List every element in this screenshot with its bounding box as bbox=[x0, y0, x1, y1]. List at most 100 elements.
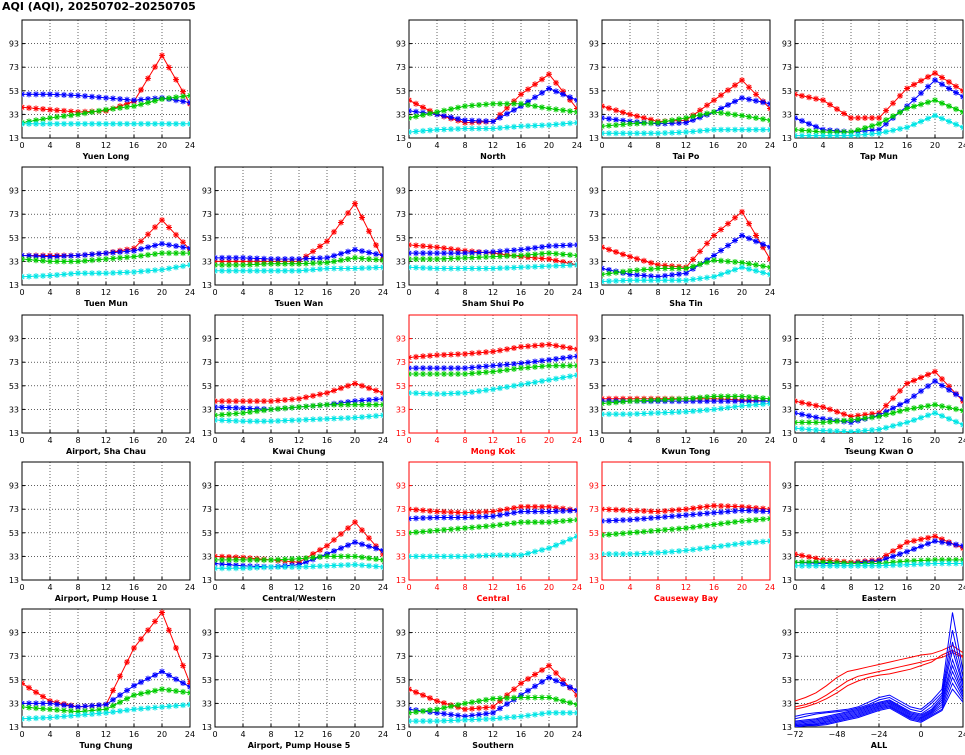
x-tick-label: 16 bbox=[902, 141, 912, 150]
data-point-green bbox=[289, 404, 295, 411]
data-point-blue bbox=[648, 515, 654, 522]
data-point-red bbox=[560, 677, 566, 684]
x-tick-label: 20 bbox=[544, 141, 554, 150]
x-tick-label: 4 bbox=[434, 583, 439, 592]
data-point-cyan bbox=[841, 428, 847, 433]
data-point-blue bbox=[746, 398, 752, 405]
series-line-blue-6 bbox=[795, 648, 963, 723]
data-point-cyan bbox=[890, 422, 896, 429]
data-point-green bbox=[939, 556, 945, 563]
y-tick-label: 33 bbox=[9, 699, 19, 708]
data-point-red bbox=[869, 114, 875, 121]
data-point-green bbox=[690, 263, 696, 270]
data-point-red bbox=[409, 241, 412, 248]
data-point-cyan bbox=[434, 265, 440, 272]
data-point-green bbox=[462, 700, 468, 707]
x-tick-label: 4 bbox=[47, 288, 52, 297]
x-tick-label: 4 bbox=[434, 141, 439, 150]
data-point-blue bbox=[324, 254, 330, 261]
data-point-red bbox=[890, 548, 896, 555]
data-point-red bbox=[753, 232, 759, 239]
data-point-blue bbox=[490, 709, 496, 716]
data-point-green bbox=[366, 256, 372, 263]
data-point-cyan bbox=[739, 540, 745, 547]
data-point-cyan bbox=[932, 560, 938, 567]
data-point-green bbox=[634, 120, 640, 127]
data-point-cyan bbox=[352, 265, 358, 272]
data-point-blue bbox=[173, 676, 179, 683]
y-tick-label: 53 bbox=[202, 382, 212, 391]
data-point-green bbox=[806, 559, 812, 566]
data-point-red bbox=[413, 353, 419, 360]
data-point-blue bbox=[476, 249, 482, 256]
data-point-blue bbox=[233, 404, 239, 411]
data-point-blue bbox=[504, 700, 510, 707]
data-point-red bbox=[490, 703, 496, 710]
data-point-blue bbox=[455, 365, 461, 372]
data-point-red bbox=[22, 680, 25, 687]
data-point-red bbox=[359, 382, 365, 389]
data-point-blue bbox=[233, 254, 239, 261]
data-point-green bbox=[504, 366, 510, 373]
data-point-green bbox=[574, 109, 577, 116]
x-tick-label: 0 bbox=[212, 436, 217, 445]
data-point-green bbox=[409, 709, 412, 716]
data-point-cyan bbox=[324, 415, 330, 422]
data-point-green bbox=[490, 695, 496, 702]
data-point-cyan bbox=[75, 120, 81, 127]
data-point-blue bbox=[753, 507, 759, 514]
data-point-green bbox=[532, 363, 538, 370]
data-point-blue bbox=[352, 246, 358, 253]
data-point-red bbox=[448, 246, 454, 253]
data-point-cyan bbox=[373, 264, 379, 271]
data-point-red bbox=[26, 104, 32, 111]
x-tick-label: 8 bbox=[462, 730, 467, 739]
data-point-green bbox=[883, 411, 889, 418]
x-tick-label: 8 bbox=[848, 583, 853, 592]
page-title: AQI (AQI), 20250702–20250705 bbox=[2, 0, 196, 13]
data-point-cyan bbox=[441, 126, 447, 133]
data-point-cyan bbox=[448, 265, 454, 272]
data-point-red bbox=[918, 77, 924, 84]
data-point-blue bbox=[739, 232, 745, 239]
data-point-blue bbox=[525, 359, 531, 366]
data-point-blue bbox=[767, 508, 770, 515]
data-point-green bbox=[613, 269, 619, 276]
data-point-green bbox=[525, 694, 531, 701]
data-point-blue bbox=[296, 256, 302, 263]
data-point-cyan bbox=[767, 400, 770, 407]
data-point-blue bbox=[602, 518, 605, 524]
data-point-cyan bbox=[690, 276, 696, 283]
data-point-red bbox=[718, 92, 724, 99]
data-point-green bbox=[697, 394, 703, 401]
data-point-cyan bbox=[138, 120, 144, 127]
data-point-red bbox=[532, 81, 538, 88]
data-point-green bbox=[247, 261, 253, 268]
data-point-red bbox=[166, 627, 172, 634]
data-point-cyan bbox=[655, 277, 661, 284]
data-point-blue bbox=[145, 96, 151, 103]
data-point-blue bbox=[497, 512, 503, 519]
y-tick-label: 53 bbox=[396, 234, 406, 243]
data-point-cyan bbox=[187, 120, 190, 127]
data-point-cyan bbox=[233, 417, 239, 424]
data-point-red bbox=[683, 506, 689, 513]
y-tick-label: 13 bbox=[782, 134, 792, 143]
data-point-red bbox=[441, 351, 447, 358]
data-point-red bbox=[359, 527, 365, 534]
data-point-cyan bbox=[627, 277, 633, 284]
data-point-cyan bbox=[413, 718, 419, 725]
data-point-cyan bbox=[602, 278, 605, 285]
y-tick-label: 33 bbox=[782, 552, 792, 561]
data-point-blue bbox=[925, 383, 931, 390]
data-point-red bbox=[697, 504, 703, 511]
data-point-green bbox=[602, 400, 605, 407]
data-point-cyan bbox=[662, 277, 668, 284]
data-point-red bbox=[602, 244, 605, 251]
x-tick-label: 16 bbox=[516, 141, 526, 150]
data-point-blue bbox=[904, 548, 910, 555]
data-point-cyan bbox=[303, 267, 309, 274]
y-tick-label: 33 bbox=[782, 405, 792, 414]
data-point-green bbox=[820, 559, 826, 566]
data-point-cyan bbox=[546, 263, 552, 270]
